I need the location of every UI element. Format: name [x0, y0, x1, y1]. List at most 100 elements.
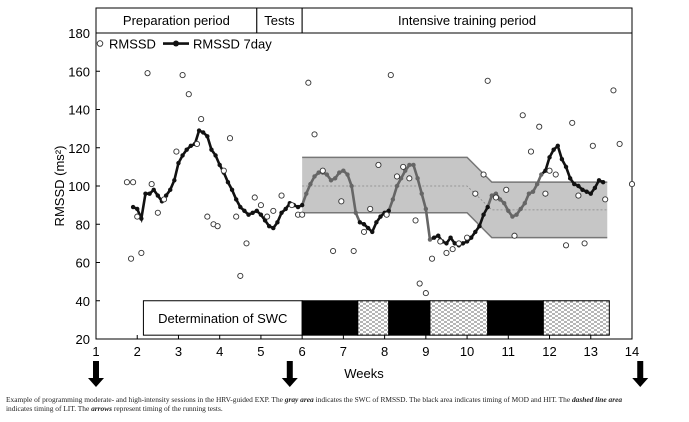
rmssd-7day-point-112 [592, 185, 598, 191]
rmssd-7day-point-35 [275, 220, 280, 225]
rmssd-7day-point-53 [349, 183, 354, 189]
period-label-0: Preparation period [123, 13, 230, 28]
legend-rmssd-marker-icon [96, 40, 104, 47]
rmssd-7day-point-41 [299, 202, 305, 208]
rmssd-7day-point-30 [254, 208, 259, 214]
rmssd-point-34 [338, 198, 345, 205]
rmssd-7day-point-83 [473, 229, 478, 235]
rmssd-point-33 [330, 247, 337, 255]
rmssd-point-58 [511, 232, 518, 239]
rmssd-7day-point-28 [246, 212, 251, 217]
rmssd-7day-point-100 [543, 168, 548, 173]
rmssd-7day-point-69 [415, 176, 420, 181]
x-tick-label-9: 9 [422, 344, 429, 359]
caption-emph-dashed-area: dashed line area [571, 395, 623, 404]
y-tick-label-100: 100 [68, 179, 90, 194]
rmssd-7day-point-87 [489, 193, 495, 198]
rmssd-7day-point-0 [130, 204, 136, 210]
rmssd-7day-point-44 [312, 174, 317, 179]
rmssd-point-18 [226, 135, 234, 142]
rmssd-7day-point-110 [584, 189, 589, 194]
rmssd-point-40 [387, 72, 394, 79]
rmssd-point-38 [375, 161, 382, 169]
rmssd-7day-point-109 [580, 187, 585, 193]
figure-caption: Example of programming moderate- and hig… [6, 395, 686, 413]
swc-mid-line [302, 185, 608, 211]
rmssd-7day-point-20 [213, 153, 218, 158]
rmssd-7day-point-95 [522, 201, 527, 206]
rmssd-7day-point-55 [357, 220, 363, 225]
y-axis-label: RMSSD (ms²) [52, 146, 67, 227]
caption-text-4: represent timing of the running tests. [112, 404, 223, 413]
rmssd-point-0 [123, 179, 130, 186]
rmssd-7day-point-104 [559, 157, 565, 162]
period-label-2: Intensive training period [398, 13, 536, 28]
rmssd-point-29 [299, 211, 306, 218]
rmssd-point-22 [251, 194, 258, 201]
rmssd-7day-point-26 [238, 204, 243, 210]
rmssd-point-62 [542, 190, 549, 197]
legend-rmssd-label: RMSSD [109, 37, 156, 52]
rmssd-7day-point-107 [572, 181, 577, 187]
rmssd-point-73 [628, 181, 636, 188]
x-tick-label-12: 12 [542, 344, 556, 359]
rmssd-point-50 [449, 246, 456, 253]
rmssd-7day-point-21 [217, 162, 222, 168]
rmssd-7day-point-34 [271, 225, 276, 231]
period-box-1 [256, 7, 303, 34]
rmssd-7day-point-71 [423, 206, 429, 212]
rmssd-point-4 [138, 249, 145, 256]
rmssd-7day-point-12 [180, 153, 185, 158]
x-tick-label-6: 6 [299, 344, 306, 359]
rmssd-point-45 [416, 280, 423, 287]
rmssd-7day-point-5 [151, 187, 156, 193]
rmssd-point-52 [464, 234, 471, 241]
running-test-arrow-icon-1 [281, 361, 298, 387]
rmssd-7day-point-51 [341, 168, 346, 173]
rmssd-7day-point-103 [555, 143, 560, 149]
rmssd-7day-point-94 [518, 206, 523, 212]
series-rmssd-7day-segment [412, 163, 419, 180]
rmssd-7day-point-40 [295, 204, 301, 210]
rmssd-point-48 [437, 238, 444, 245]
rmssd-point-19 [233, 213, 240, 220]
rmssd-7day-point-50 [337, 170, 342, 175]
rmssd-7day-point-43 [308, 181, 313, 187]
rmssd-point-67 [575, 192, 582, 199]
legend-rmssd-7day-label: RMSSD 7day [193, 37, 272, 52]
series-rmssd-7day-segment [556, 144, 564, 161]
rmssd-7day-point-49 [332, 176, 338, 181]
rmssd-point-69 [589, 142, 596, 149]
rmssd-7day-point-111 [588, 191, 593, 196]
training-block-dashed-4 [429, 300, 489, 336]
x-tick-label-1: 1 [92, 344, 99, 359]
rmssd-7day-point-6 [155, 193, 161, 198]
rmssd-point-44 [412, 217, 419, 224]
caption-text-1: Example of programming moderate- and hig… [6, 395, 285, 404]
rmssd-point-71 [610, 87, 617, 94]
rmssd-7day-point-54 [353, 210, 358, 215]
rmssd-7day-point-98 [534, 181, 540, 187]
training-block-dashed-2 [357, 300, 390, 336]
rmssd-point-42 [400, 163, 407, 170]
rmssd-point-16 [214, 223, 221, 230]
rmssd-7day-point-68 [411, 162, 416, 168]
rmssd-point-39 [383, 211, 390, 218]
rmssd-point-6 [148, 181, 155, 188]
rmssd-7day-point-16 [196, 128, 202, 133]
caption-emph-arrows: arrows [91, 404, 113, 413]
rmssd-point-32 [319, 167, 326, 174]
x-tick-label-7: 7 [340, 344, 347, 359]
x-tick-label-14: 14 [625, 344, 639, 359]
rmssd-point-13 [198, 116, 205, 123]
rmssd-point-25 [270, 207, 277, 214]
rmssd-point-63 [546, 167, 553, 174]
y-tick-label-160: 160 [68, 64, 90, 79]
rmssd-7day-point-13 [184, 147, 189, 152]
rmssd-7day-point-106 [567, 176, 573, 181]
series-rmssd-7day-segment [544, 156, 551, 172]
series-rmssd-7day-segment [420, 192, 428, 211]
rmssd-7day-point-108 [576, 183, 581, 189]
